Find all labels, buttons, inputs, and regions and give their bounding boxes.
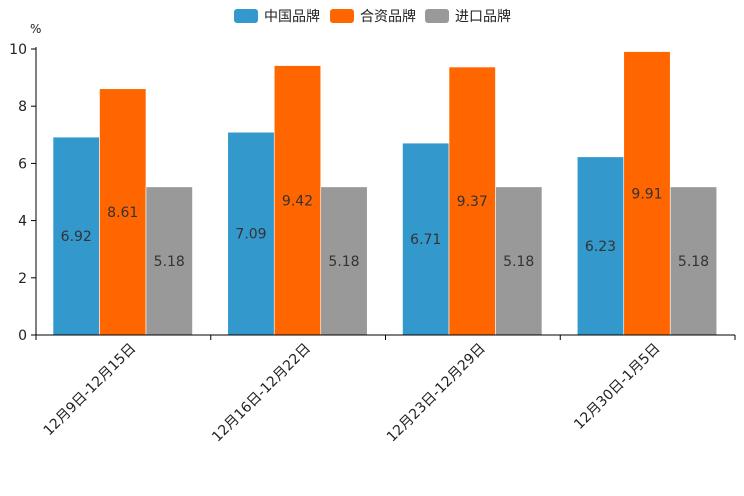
y-tick-label: 10 [9,42,27,58]
bar-value-label: 7.09 [235,227,266,243]
bar [623,51,671,336]
bar-value-label: 6.92 [61,229,92,245]
legend-item: 合资品牌 [330,8,416,25]
y-axis-unit-label: % [30,22,41,36]
bar-value-label: 6.71 [410,232,441,248]
legend-swatch [330,9,354,23]
y-tick-label: 0 [18,328,27,344]
y-tick-label: 2 [18,271,27,287]
x-category-label: 12月16日-12月22日 [209,341,314,446]
bar [145,186,193,336]
bar-value-label: 9.91 [631,186,662,202]
bar-value-label: 8.61 [107,205,138,221]
bar [669,186,718,336]
bar [99,88,147,336]
bar [402,142,450,336]
legend-label: 进口品牌 [455,8,511,25]
bar [320,186,368,336]
bar-value-label: 9.37 [457,194,488,210]
x-category-label: 12月9日-12月15日 [41,341,140,440]
bar-group: 7.09 9.42 5.18 [227,65,368,336]
legend-label: 中国品牌 [264,8,320,25]
legend: 中国品牌 合资品牌 进口品牌 [234,8,511,25]
bar-group: 6.92 8.61 5.18 [52,88,193,336]
legend-label: 合资品牌 [360,8,416,25]
bars: 6.928.615.187.099.425.186.719.375.186.23… [52,51,718,336]
legend-swatch [234,9,258,23]
bar [273,65,322,336]
y-tick-label: 4 [18,214,27,230]
x-category-label: 12月30日-1月5日 [571,341,663,433]
legend-item: 中国品牌 [234,8,320,25]
bar-value-label: 5.18 [154,254,185,270]
legend-swatch [425,9,449,23]
bar-value-label: 6.23 [585,239,616,255]
bar [576,156,625,336]
x-axis: 12月9日-12月15日 12月16日-12月22日 12月23日-12月29日 12… [35,334,736,446]
x-category-label: 12月23日-12月29日 [384,341,489,446]
bar-group: 6.71 9.37 5.18 [402,66,543,336]
y-tick-label: 6 [18,156,27,172]
bar [227,131,275,336]
bar [495,186,543,336]
bar-value-label: 5.18 [328,254,359,270]
y-axis: 0 2 4 6 8 10 [9,42,37,344]
legend-item: 进口品牌 [425,8,511,25]
y-tick-label: 8 [18,99,27,115]
bar [448,66,496,336]
bar-value-label: 9.42 [282,193,313,209]
bar-group: 6.23 9.91 5.18 [576,51,718,336]
bar-value-label: 5.18 [678,254,709,270]
bar-value-label: 5.18 [503,254,534,270]
